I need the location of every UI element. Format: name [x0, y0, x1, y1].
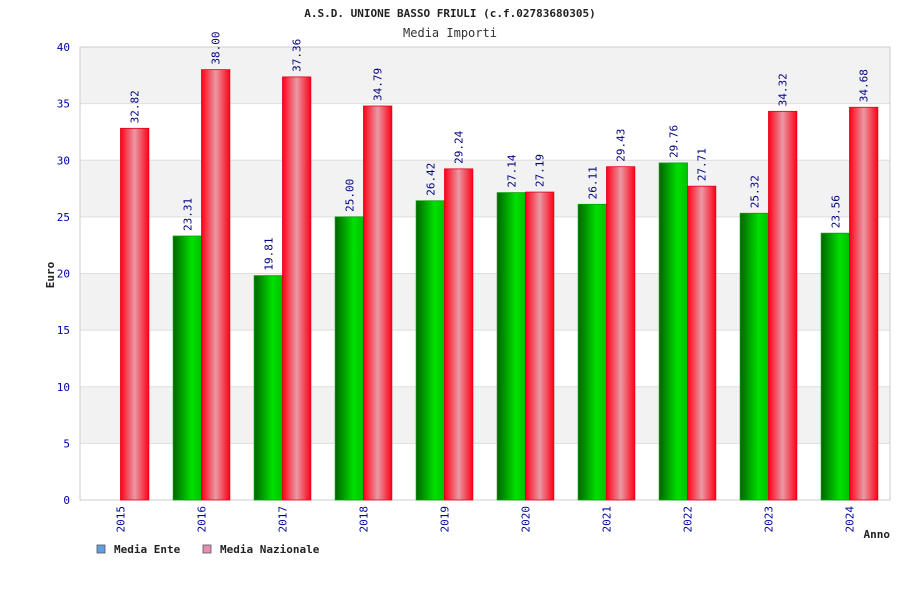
bar-media-nazionale	[120, 127, 150, 501]
bar-media-nazionale	[363, 105, 393, 501]
bar-media-ente	[739, 212, 769, 501]
bar-media-nazionale	[606, 166, 636, 501]
y-tick-label: 15	[57, 324, 70, 337]
bar-media-ente	[334, 216, 364, 501]
bar-media-nazionale	[525, 191, 555, 501]
x-axis-label: Anno	[864, 528, 891, 541]
bar-media-nazionale	[201, 69, 231, 501]
data-label: 23.31	[181, 198, 194, 231]
x-tick-label: 2018	[358, 506, 371, 533]
bar-media-ente	[253, 275, 283, 501]
y-tick-label: 5	[63, 437, 70, 450]
legend: Media Ente Media Nazionale	[96, 543, 320, 556]
data-label: 34.79	[372, 68, 385, 101]
x-tick-label: 2021	[601, 506, 614, 533]
data-label: 32.82	[129, 90, 142, 123]
data-label: 34.32	[777, 73, 790, 106]
bar-media-nazionale	[687, 185, 717, 501]
bar-media-nazionale	[849, 106, 879, 501]
y-tick-label: 10	[57, 381, 70, 394]
data-label: 37.36	[291, 39, 304, 72]
bar-media-nazionale	[282, 76, 312, 501]
x-tick-label: 2017	[277, 506, 290, 533]
x-tick-label: 2015	[115, 506, 128, 533]
data-label: 27.19	[534, 154, 547, 187]
legend-label: Media Ente	[114, 543, 181, 556]
data-label: 25.32	[748, 175, 761, 208]
x-tick-label: 2024	[844, 506, 857, 533]
bar-media-ente	[415, 200, 445, 501]
data-label: 19.81	[262, 238, 275, 271]
y-tick-label: 35	[57, 98, 70, 111]
x-tick-label: 2022	[682, 506, 695, 533]
plot-area: 0 5 10 15 20 25 30 35 40 32.82 2015 23.31 38.00 2016 1…	[57, 32, 891, 533]
bar-media-nazionale	[768, 110, 798, 501]
chart-title: A.S.D. UNIONE BASSO FRIULI (c.f.02783680…	[304, 7, 595, 20]
y-tick-label: 20	[57, 268, 70, 281]
y-axis-label: Euro	[44, 261, 57, 288]
data-label: 29.24	[453, 130, 466, 163]
y-tick-label: 30	[57, 154, 70, 167]
x-tick-label: 2023	[763, 506, 776, 533]
x-tick-label: 2019	[439, 506, 452, 533]
data-label: 29.76	[667, 125, 680, 158]
bar-media-nazionale	[444, 168, 474, 501]
data-label: 38.00	[210, 32, 223, 65]
bar-media-ente	[577, 203, 607, 501]
data-label: 29.43	[615, 129, 628, 162]
legend-label: Media Nazionale	[220, 543, 320, 556]
data-label: 26.11	[586, 166, 599, 199]
plot-border	[79, 46, 891, 501]
legend-swatch	[96, 544, 106, 554]
data-label: 25.00	[343, 179, 356, 212]
bar-media-ente	[658, 162, 688, 501]
data-label: 23.56	[829, 195, 842, 228]
bar-media-ente	[496, 192, 526, 501]
x-tick-label: 2016	[196, 506, 209, 533]
chart-subtitle: Media Importi	[403, 26, 497, 40]
data-label: 26.42	[424, 163, 437, 196]
data-label: 34.68	[858, 69, 871, 102]
y-tick-label: 25	[57, 211, 70, 224]
data-label: 27.14	[505, 154, 518, 187]
x-tick-label: 2020	[520, 506, 533, 533]
y-tick-label: 40	[57, 41, 70, 54]
bar-media-ente	[172, 235, 202, 501]
y-tick-label: 0	[63, 494, 70, 507]
legend-swatch	[202, 544, 212, 554]
bar-media-ente	[820, 232, 850, 501]
data-label: 27.71	[696, 148, 709, 181]
